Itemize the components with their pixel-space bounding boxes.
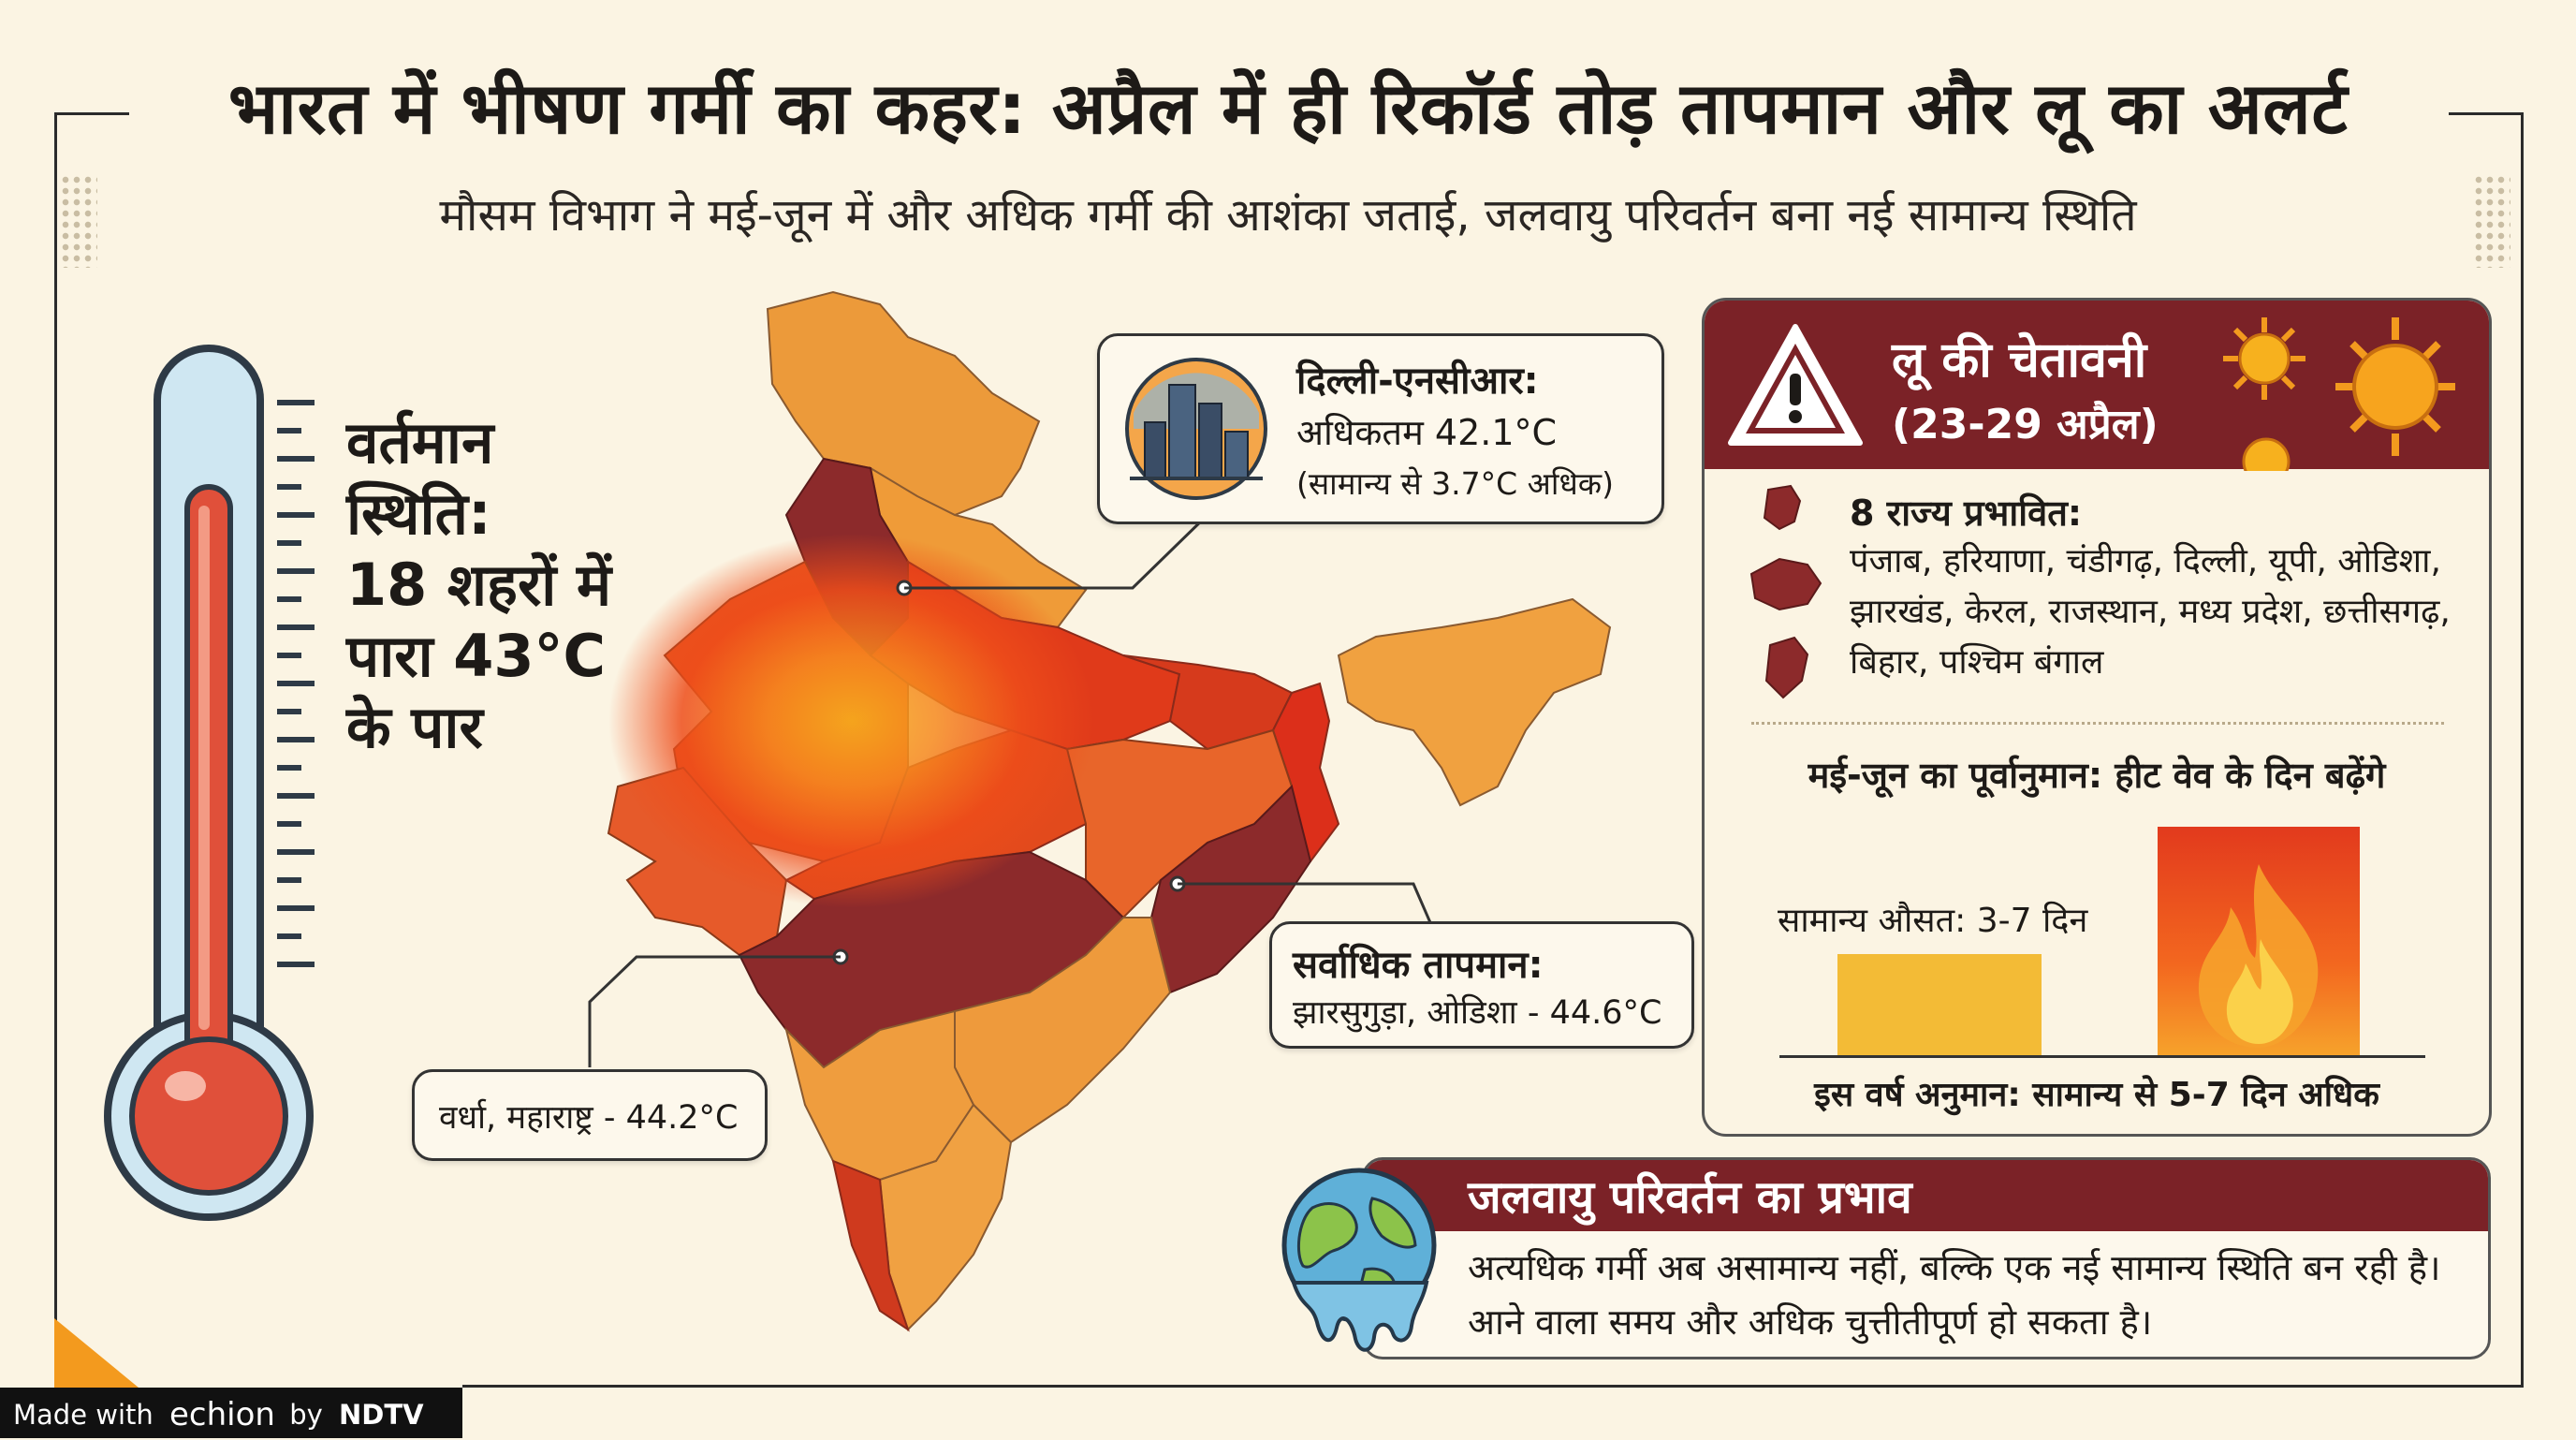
climate-title: जलवायु परिवर्तन का प्रभाव — [1468, 1171, 1912, 1224]
footer-brand: echion — [169, 1396, 275, 1433]
delhi-callout: दिल्ली-एनसीआर: अधिकतम 42.1°C (सामान्य से… — [1097, 333, 1664, 524]
normal-average-label: सामान्य औसत: 3-7 दिन — [1778, 902, 2088, 940]
current-status: वर्तमान स्थिति: 18 शहरों में पारा 43°C क… — [346, 407, 611, 763]
footer-brand-bar: Made with echion by NDTV — [0, 1388, 462, 1438]
wardha-callout: वर्धा, महाराष्ट्र - 44.2°C — [412, 1069, 768, 1161]
frame-right — [2521, 112, 2524, 1388]
status-line-3: 18 शहरों में — [346, 551, 612, 619]
footer-made-with: Made with — [13, 1399, 154, 1431]
city-skyline-icon — [1125, 358, 1267, 500]
heatwave-warning-panel: लू की चेतावनी (23-29 अप्रैल) 8 राज्य प्र… — [1702, 298, 2492, 1137]
warning-dates: (23-29 अप्रैल) — [1892, 401, 2159, 448]
dot-pattern-right — [2473, 174, 2510, 268]
thermometer-icon — [104, 345, 315, 1221]
states-list: पंजाब, हरियाणा, चंडीगढ़, दिल्ली, यूपी, ओ… — [1850, 542, 2451, 682]
fire-icon — [2198, 864, 2319, 1048]
climate-header — [1365, 1160, 2488, 1231]
wardha-value: वर्धा, महाराष्ट्र - 44.2°C — [439, 1099, 739, 1137]
footer-by: by — [289, 1399, 323, 1431]
status-line-2: स्थिति: — [346, 479, 491, 548]
corner-accent — [54, 1318, 139, 1388]
normal-average-bar — [1837, 954, 2042, 1055]
states-heading: 8 राज्य प्रभावित: — [1850, 492, 2083, 534]
map-north-region — [766, 290, 1041, 517]
footer-channel: NDTV — [339, 1399, 424, 1431]
highest-value: झारसुगुड़ा, ओडिशा - 44.6°C — [1293, 994, 1662, 1032]
sun-icon — [2223, 317, 2455, 471]
frame-top-right — [2449, 112, 2524, 115]
map-kerala — [831, 1159, 910, 1332]
page-subtitle: मौसम विभाग ने मई-जून में और अधिक गर्मी क… — [439, 189, 2137, 242]
india-states-icon — [1749, 484, 1822, 699]
frame-bottom — [462, 1385, 2524, 1388]
this-year-bar — [2158, 827, 2360, 1055]
status-line-1: वर्तमान — [346, 408, 494, 477]
dot-pattern-left — [60, 174, 97, 268]
warning-triangle-icon — [1728, 324, 1863, 446]
page-title: भारत में भीषण गर्मी का कहर: अप्रैल में ह… — [140, 58, 2436, 154]
forecast-title: मई-जून का पूर्वानुमान: हीट वेव के दिन बढ… — [1808, 755, 2386, 796]
panel-divider — [1751, 722, 2444, 725]
frame-left — [54, 112, 57, 1388]
status-line-5: के पार — [346, 693, 483, 761]
highest-temp-callout: सर्वाधिक तापमान: झारसुगुड़ा, ओडिशा - 44.… — [1269, 921, 1694, 1049]
map-northeast — [1337, 597, 1612, 807]
delhi-note: (सामान्य से 3.7°C अधिक) — [1296, 465, 1614, 502]
climate-text: अत्यधिक गर्मी अब असामान्य नहीं, बल्कि एक… — [1468, 1247, 2441, 1343]
highest-title: सर्वाधिक तापमान: — [1293, 944, 1544, 987]
frame-top-left — [54, 112, 129, 115]
climate-impact-box: जलवायु परिवर्तन का प्रभाव अत्यधिक गर्मी … — [1362, 1157, 2491, 1359]
warning-title: लू की चेतावनी — [1892, 332, 2147, 389]
melting-globe-icon — [1281, 1168, 1437, 1352]
india-heat-map — [607, 290, 1612, 1332]
forecast-axis — [1779, 1055, 2425, 1058]
status-line-4: पारा 43°C — [346, 622, 607, 690]
this-year-estimate: इस वर्ष अनुमान: सामान्य से 5-7 दिन अधिक — [1814, 1076, 2379, 1114]
delhi-max-temp: अधिकतम 42.1°C — [1296, 412, 1558, 453]
delhi-title: दिल्ली-एनसीआर: — [1296, 360, 1539, 403]
